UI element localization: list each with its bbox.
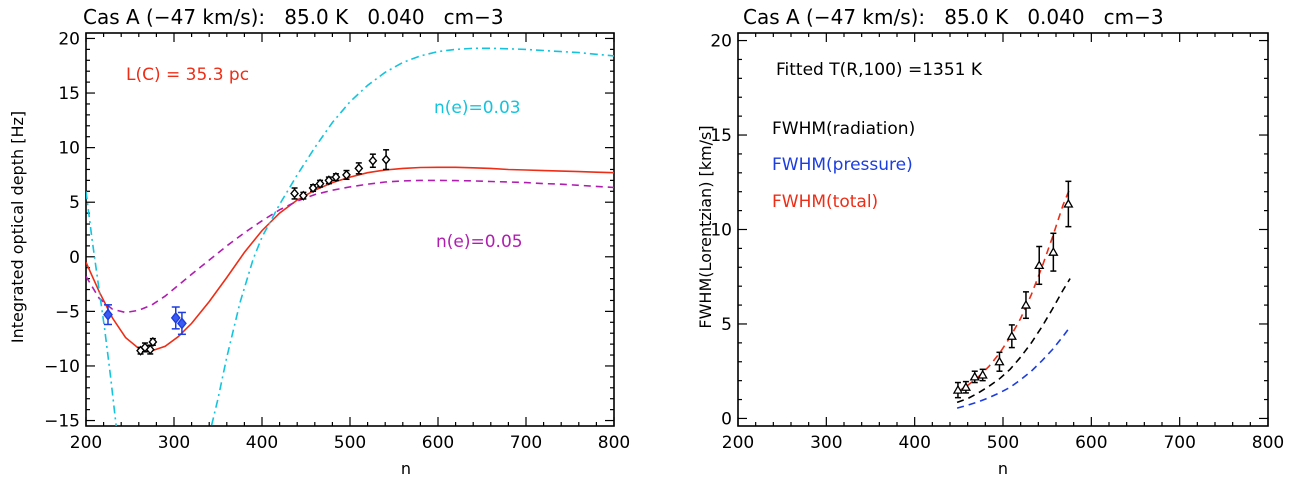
left-data-point: [298, 190, 308, 201]
right-legend-radiation: FWHM(radiation): [772, 119, 915, 139]
left-title: Cas A (−47 km/s): 85.0 K 0.040 cm−3: [83, 5, 504, 29]
left-y-tick-label: 5: [69, 193, 80, 213]
left-data-point: [315, 178, 325, 189]
left-data-point: [354, 163, 364, 174]
left-x-axis-label: n: [401, 459, 411, 478]
right-y-tick-label: 20: [710, 32, 732, 52]
left-data-point: [331, 172, 341, 183]
left-data-point: [148, 336, 158, 348]
left-x-tick-label: 500: [334, 433, 366, 453]
left-panel: Cas A (−47 km/s): 85.0 K 0.040 cm−3 Inte…: [8, 5, 630, 478]
right-annotation-fitted-t: Fitted T(R,100) =1351 K: [776, 60, 983, 80]
left-data-point: [368, 155, 378, 166]
right-x-tick-label: 500: [987, 433, 1019, 453]
right-y-tick-label: 15: [710, 126, 732, 146]
left-series-2-line: [86, 47, 614, 426]
left-plot-frame: [85, 32, 615, 427]
left-annotation-ne003: n(e)=0.03: [434, 98, 521, 118]
right-y-tick-label: 0: [721, 409, 732, 429]
right-x-tick-label: 800: [1252, 433, 1284, 453]
left-annotation-lc: L(C) = 35.3 pc: [126, 65, 249, 85]
right-x-tick-label: 600: [1075, 433, 1107, 453]
left-y-axis-label: Integrated optical depth [Hz]: [8, 111, 27, 343]
right-x-tick-label: 400: [898, 433, 930, 453]
left-blue-data-point: [103, 308, 113, 321]
right-panel: Cas A (−47 km/s): 85.0 K 0.040 cm−3 FWHM…: [696, 5, 1284, 478]
right-data-point: [994, 356, 1005, 366]
left-x-tick-label: 600: [422, 433, 454, 453]
right-y-axis-label: FWHM(Lorentzian) [km/s]: [696, 125, 715, 328]
left-x-tick-label: 200: [70, 433, 102, 453]
right-legend-pressure: FWHM(pressure): [772, 155, 913, 175]
left-plot-area: [86, 47, 614, 426]
right-y-tick-label: 10: [710, 221, 732, 241]
right-data-point: [1063, 198, 1074, 208]
right-legend-total: FWHM(total): [772, 192, 878, 212]
right-data-point: [960, 381, 972, 391]
right-data-point: [1020, 299, 1032, 309]
left-x-tick-label: 800: [598, 433, 630, 453]
left-series-1-line: [86, 179, 614, 314]
right-data-point: [1048, 246, 1059, 256]
left-y-tick-label: 0: [69, 248, 80, 268]
right-x-tick-label: 700: [1163, 433, 1195, 453]
left-y-tick-label: 15: [58, 84, 80, 104]
right-x-axis-label: n: [998, 459, 1008, 478]
right-data-point: [1034, 260, 1045, 270]
left-x-tick-label: 300: [158, 433, 190, 453]
left-y-tick-label: 20: [58, 29, 80, 49]
left-data-point: [324, 175, 334, 186]
right-x-tick-label: 200: [722, 433, 754, 453]
right-data-point: [969, 371, 980, 381]
left-annotation-ne005: n(e)=0.05: [436, 232, 523, 252]
left-y-tick-label: −15: [44, 412, 80, 432]
right-title: Cas A (−47 km/s): 85.0 K 0.040 cm−3: [743, 5, 1164, 29]
right-data-point: [952, 384, 964, 394]
left-x-tick-label: 700: [510, 433, 542, 453]
right-series-2-line: [956, 326, 1071, 409]
left-series-0-line: [86, 166, 614, 352]
right-plot-area: [956, 187, 1071, 409]
left-data-point: [342, 169, 351, 180]
right-data-point: [977, 369, 988, 379]
right-plot-frame: [737, 32, 1269, 427]
right-y-tick-label: 5: [721, 315, 732, 335]
left-y-tick-label: 10: [58, 139, 80, 159]
right-series-0-line: [956, 187, 1071, 393]
right-data-point: [1006, 330, 1017, 340]
left-data-point: [145, 344, 155, 355]
left-y-tick-label: −5: [55, 302, 80, 322]
right-x-tick-label: 300: [810, 433, 842, 453]
left-blue-data-point: [177, 317, 187, 330]
left-data-point: [381, 154, 391, 165]
left-x-tick-label: 400: [246, 433, 278, 453]
left-y-tick-label: −10: [44, 357, 80, 377]
left-blue-data-point: [170, 311, 181, 325]
left-data-point: [308, 182, 318, 194]
left-data-point: [290, 188, 299, 199]
